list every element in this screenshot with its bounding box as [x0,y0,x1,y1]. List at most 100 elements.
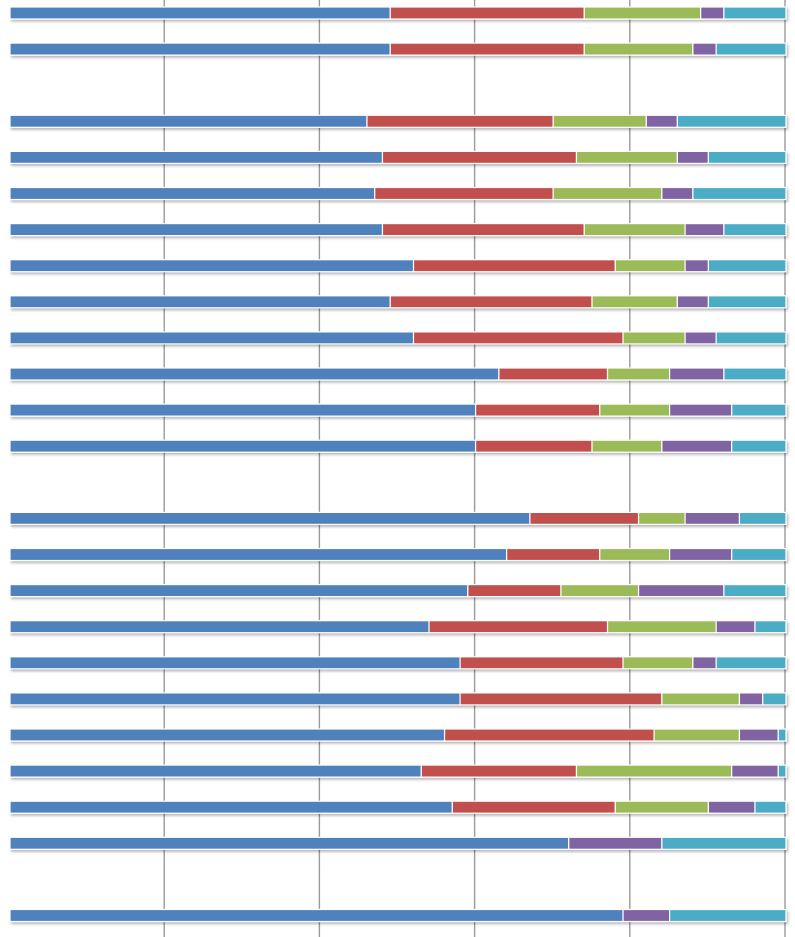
bar-segment [715,656,787,670]
bar-segment [738,511,787,526]
bar-segment [645,114,678,128]
bar-segment [9,908,624,923]
bar-segment [723,583,787,598]
bar-segment [9,295,391,309]
bar-segment [575,764,733,778]
bar-segment [599,547,671,562]
bar-row [9,403,787,417]
bar-segment [637,511,686,526]
bar-row [9,764,787,778]
bar-segment [661,439,733,453]
bar-segment [707,295,787,309]
bar-segment [692,42,717,56]
bar-segment [668,547,733,562]
bar-row [9,908,787,923]
bar-segment [591,295,678,309]
bar-segment [381,223,585,237]
bar-segment [9,150,384,164]
bar-segment [684,259,709,273]
bar-segment [668,403,733,417]
bar-segment [475,439,593,453]
bar-segment [506,547,601,562]
bar-segment [684,511,741,526]
bar-segment [754,800,787,814]
bar-segment [412,331,624,345]
bar-row [9,367,787,381]
bar-segment [637,583,725,598]
bar-segment [738,728,779,742]
bar-row [9,583,787,598]
bar-segment [668,908,787,923]
bar-segment [738,692,764,706]
bar-segment [9,728,446,742]
bar-segment [700,6,725,20]
bar-segment [451,800,616,814]
bar-segment [731,547,787,562]
bar-segment [707,150,787,164]
bar-segment [9,367,500,381]
bar-segment [614,800,710,814]
bar-segment [661,186,694,201]
bar-segment [715,42,787,56]
bar-row [9,259,787,273]
bar-segment [9,511,531,526]
bar-segment [9,583,469,598]
bar-segment [366,114,554,128]
bar-segment [575,150,678,164]
bar-segment [552,186,663,201]
bar-row [9,331,787,345]
bar-segment [9,439,477,453]
bar-segment [583,42,694,56]
bar-segment [723,6,787,20]
bar-segment [661,692,741,706]
bar-segment [560,583,640,598]
bar-row [9,620,787,634]
bar-segment [606,367,671,381]
bar-row [9,692,787,706]
bar-segment [9,114,368,128]
bars [9,6,787,923]
bar-row [9,511,787,526]
bar-segment [389,295,593,309]
bar-segment [622,331,686,345]
bar-segment [9,764,422,778]
bar-segment [707,259,787,273]
bar-segment [9,331,415,345]
bar-segment [9,836,570,850]
bar-segment [9,620,430,634]
bar-segment [591,439,663,453]
bar-segment [762,692,787,706]
bar-segment [428,620,609,634]
bar-segment [9,403,477,417]
bar-row [9,800,787,814]
bar-segment [707,800,756,814]
bar-segment [676,114,787,128]
bar-row [9,728,787,742]
bar-segment [723,223,787,237]
bar-segment [420,764,578,778]
bar-row [9,6,787,20]
bar-segment [412,259,616,273]
bar-segment [731,439,787,453]
bar-segment [777,764,787,778]
bar-row [9,295,787,309]
bar-row [9,547,787,562]
bar-segment [684,331,717,345]
bar-segment [777,728,787,742]
bar-row [9,150,787,164]
bar-segment [684,223,725,237]
bar-segment [459,656,624,670]
bar-row [9,114,787,128]
bar-segment [614,259,686,273]
bar-segment [459,692,663,706]
bar-segment [668,367,725,381]
bar-segment [715,620,756,634]
bar-row [9,42,787,56]
bar-row [9,656,787,670]
bar-segment [552,114,647,128]
gridlines [163,0,786,937]
bar-segment [583,223,686,237]
bar-segment [723,367,787,381]
bar-segment [676,295,709,309]
bar-segment [9,223,384,237]
